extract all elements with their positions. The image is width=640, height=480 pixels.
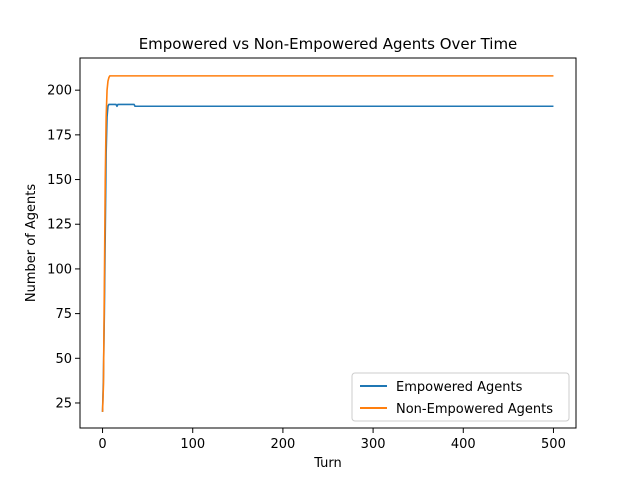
plot-area: [80, 58, 576, 428]
legend-label-non-empowered: Non-Empowered Agents: [396, 402, 553, 417]
series-layer: [101, 75, 554, 412]
x-tick-label: 200: [270, 437, 295, 452]
chart-title: Empowered vs Non-Empowered Agents Over T…: [139, 35, 518, 53]
x-axis-label: Turn: [313, 456, 342, 471]
y-tick-label: 175: [47, 128, 72, 143]
x-tick-label: 300: [361, 437, 386, 452]
x-tick-label: 100: [180, 437, 205, 452]
y-tick-label: 50: [55, 352, 72, 367]
y-tick-label: 150: [47, 173, 72, 188]
legend-box: [351, 372, 570, 422]
legend: Empowered Agents Non-Empowered Agents: [351, 372, 570, 422]
x-tick-label: 400: [451, 437, 476, 452]
y-tick-label: 125: [47, 218, 72, 233]
y-tick-label: 100: [47, 262, 72, 277]
legend-label-empowered: Empowered Agents: [396, 380, 523, 395]
y-axis-label: Number of Agents: [24, 184, 39, 302]
y-tick-label: 200: [47, 84, 72, 99]
y-tick-label: 25: [55, 396, 72, 411]
axes-frame: [79, 57, 577, 429]
series-line-non-empowered: [101, 75, 554, 412]
y-axis-ticks: 25 50 75 100 125 150 175 200: [47, 84, 80, 411]
x-tick-label: 0: [98, 437, 106, 452]
y-tick-label: 75: [55, 307, 72, 322]
x-tick-label: 500: [541, 437, 566, 452]
x-axis-ticks: 0 100 200 300 400 500: [98, 428, 566, 452]
